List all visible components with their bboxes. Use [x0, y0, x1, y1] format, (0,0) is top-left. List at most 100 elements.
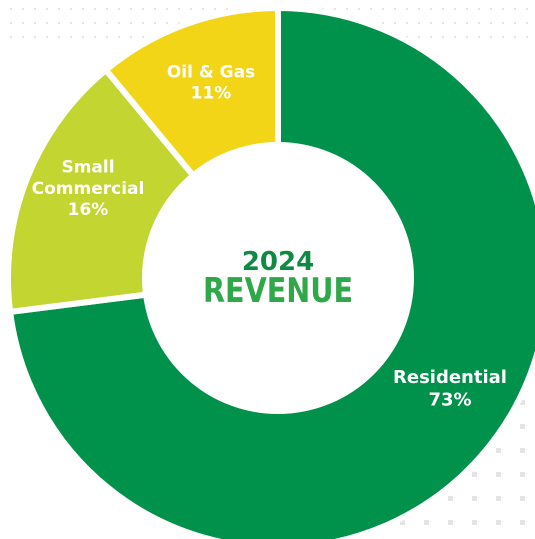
background-dot	[526, 36, 528, 38]
background-dot	[202, 8, 204, 10]
background-dot	[424, 520, 429, 525]
background-dot	[472, 496, 477, 501]
background-dot	[190, 8, 192, 10]
background-dot	[10, 22, 12, 24]
background-dot	[214, 8, 216, 10]
slice-name: Small	[61, 158, 114, 178]
background-dot	[46, 8, 48, 10]
background-dot	[448, 520, 453, 525]
background-dot	[472, 472, 477, 477]
background-dot	[496, 472, 501, 477]
background-dot	[394, 8, 396, 10]
background-dot	[520, 520, 525, 525]
background-dot	[34, 8, 36, 10]
background-dot	[154, 22, 156, 24]
background-dot	[514, 22, 516, 24]
background-dot	[466, 36, 468, 38]
background-dot	[454, 8, 456, 10]
background-dot	[82, 8, 84, 10]
background-dot	[514, 36, 516, 38]
background-dot	[466, 8, 468, 10]
slice-labels: Residential 73% Small Commercial 16% Oil & Ga…	[32, 62, 507, 410]
slice-name: Oil & Gas	[167, 62, 255, 82]
background-dot	[22, 36, 24, 38]
background-dot	[526, 22, 528, 24]
background-dot	[496, 448, 501, 453]
background-dot	[502, 22, 504, 24]
background-dot	[478, 8, 480, 10]
background-dot	[490, 36, 492, 38]
background-dot	[520, 472, 525, 477]
background-dot	[502, 8, 504, 10]
background-dot	[430, 22, 432, 24]
background-dot	[430, 8, 432, 10]
pie-slice-residential	[7, 5, 535, 539]
background-dot	[166, 22, 168, 24]
background-dot	[34, 36, 36, 38]
background-dot	[520, 424, 525, 429]
background-dot	[22, 22, 24, 24]
background-dot	[526, 8, 528, 10]
slice-percent: 16%	[68, 200, 109, 220]
background-dot	[130, 22, 132, 24]
background-dot	[490, 8, 492, 10]
slice-name: Residential	[393, 367, 507, 388]
background-dot	[406, 22, 408, 24]
background-dot	[430, 36, 432, 38]
background-dot	[166, 8, 168, 10]
background-dot	[496, 496, 501, 501]
background-dot	[478, 36, 480, 38]
background-dot	[406, 8, 408, 10]
background-dot	[418, 36, 420, 38]
background-dot	[178, 22, 180, 24]
slice-name: Commercial	[32, 179, 145, 199]
background-dot	[94, 8, 96, 10]
background-dot	[466, 22, 468, 24]
background-dot	[142, 22, 144, 24]
background-dot	[58, 22, 60, 24]
background-dot	[382, 8, 384, 10]
center-year-label: 2024	[242, 247, 314, 277]
background-dot	[130, 36, 132, 38]
background-dot	[454, 22, 456, 24]
background-dot	[514, 8, 516, 10]
slice-label: Oil & Gas 11%	[167, 62, 255, 103]
background-dot	[442, 36, 444, 38]
background-dot	[442, 22, 444, 24]
center-title-label: REVENUE	[203, 271, 353, 311]
background-dot	[118, 22, 120, 24]
background-dot	[46, 36, 48, 38]
background-dot	[70, 36, 72, 38]
background-dot	[358, 8, 360, 10]
background-dot	[94, 22, 96, 24]
background-dot	[418, 22, 420, 24]
background-dot	[82, 36, 84, 38]
background-dot	[448, 496, 453, 501]
background-dot	[154, 8, 156, 10]
background-dot	[106, 8, 108, 10]
background-dot	[178, 8, 180, 10]
background-dot	[334, 8, 336, 10]
background-dot	[142, 36, 144, 38]
background-dot	[472, 520, 477, 525]
donut-center-hole	[142, 142, 414, 414]
background-dot	[478, 22, 480, 24]
background-dot	[226, 8, 228, 10]
background-dot	[346, 8, 348, 10]
background-dot	[82, 22, 84, 24]
background-dot	[130, 8, 132, 10]
background-dot	[94, 36, 96, 38]
background-dot	[370, 8, 372, 10]
slice-label: Residential 73%	[393, 367, 507, 411]
background-dot	[454, 36, 456, 38]
background-dot	[502, 36, 504, 38]
background-dot	[496, 520, 501, 525]
background-dot	[520, 400, 525, 405]
background-dot	[418, 8, 420, 10]
background-dot	[442, 8, 444, 10]
background-dot	[106, 22, 108, 24]
background-dot	[58, 36, 60, 38]
background-dot	[400, 520, 405, 525]
background-dot	[10, 8, 12, 10]
